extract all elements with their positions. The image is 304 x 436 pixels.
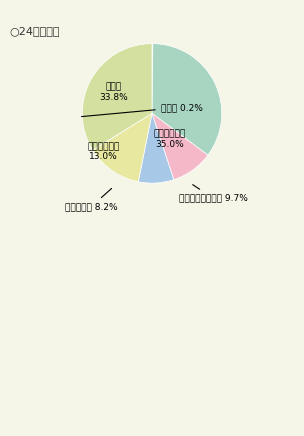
- Text: 原付乗車中 8.2%: 原付乗車中 8.2%: [65, 188, 117, 211]
- Text: その他 0.2%: その他 0.2%: [81, 103, 202, 116]
- Wedge shape: [138, 113, 174, 183]
- Text: 自動車乗率中
35.0%: 自動車乗率中 35.0%: [153, 130, 185, 149]
- Wedge shape: [152, 44, 222, 155]
- Text: ○24時間死者: ○24時間死者: [9, 26, 60, 36]
- Wedge shape: [152, 44, 153, 113]
- Wedge shape: [152, 113, 208, 180]
- Wedge shape: [93, 113, 152, 182]
- Wedge shape: [82, 44, 152, 150]
- Text: 歩行中
33.8%: 歩行中 33.8%: [99, 83, 128, 102]
- Text: 自動二輪車乗車中 9.7%: 自動二輪車乗車中 9.7%: [179, 185, 247, 203]
- Text: 自転車乗用中
13.0%: 自転車乗用中 13.0%: [87, 142, 119, 161]
